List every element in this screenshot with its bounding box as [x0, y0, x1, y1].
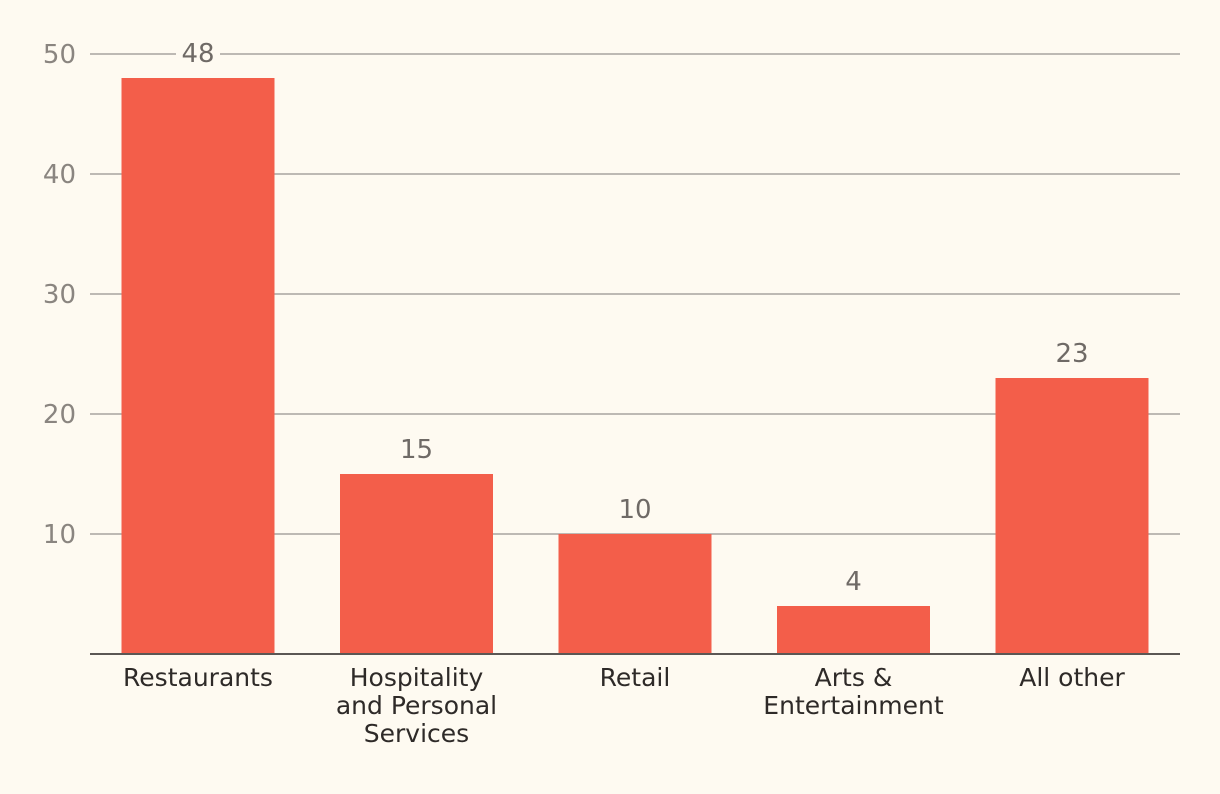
y-tick-label-30: 30	[43, 280, 76, 310]
x-tick-label-0-0: Restaurants	[123, 663, 273, 692]
x-tick-label-1-2: Services	[364, 719, 469, 748]
y-tick-label-20: 20	[43, 400, 76, 430]
x-tick-label-3-0: Arts &	[815, 663, 893, 692]
data-label-2: 10	[618, 495, 651, 525]
bar-0	[121, 78, 275, 654]
data-label-0: 48	[181, 39, 214, 69]
x-tick-label-1-1: and Personal	[336, 691, 497, 720]
x-tick-label-1-0: Hospitality	[350, 663, 484, 692]
y-tick-label-10: 10	[43, 520, 76, 550]
x-tick-label-3-1: Entertainment	[763, 691, 944, 720]
data-label-bg-3	[840, 568, 867, 596]
bars	[121, 78, 1149, 654]
y-tick-label-40: 40	[43, 160, 76, 190]
bar-3	[777, 606, 930, 654]
bar-4	[995, 378, 1149, 654]
x-tick-label-2-0: Retail	[600, 663, 671, 692]
y-axis: 10 20 30 40 50	[43, 40, 76, 550]
data-labels: 48 15 10 4 23	[176, 39, 1094, 597]
data-label-bg-4	[1050, 340, 1094, 368]
data-label-4: 23	[1055, 339, 1088, 369]
x-tick-label-4-0: All other	[1019, 663, 1125, 692]
data-label-bg-1	[394, 436, 439, 464]
y-tick-label-50: 50	[43, 40, 76, 70]
bar-2	[558, 534, 712, 654]
bar-1	[340, 474, 493, 654]
data-label-1: 15	[400, 435, 433, 465]
data-label-bg-0	[176, 40, 220, 68]
data-label-3: 4	[845, 567, 862, 597]
data-label-bg-2	[613, 496, 657, 524]
